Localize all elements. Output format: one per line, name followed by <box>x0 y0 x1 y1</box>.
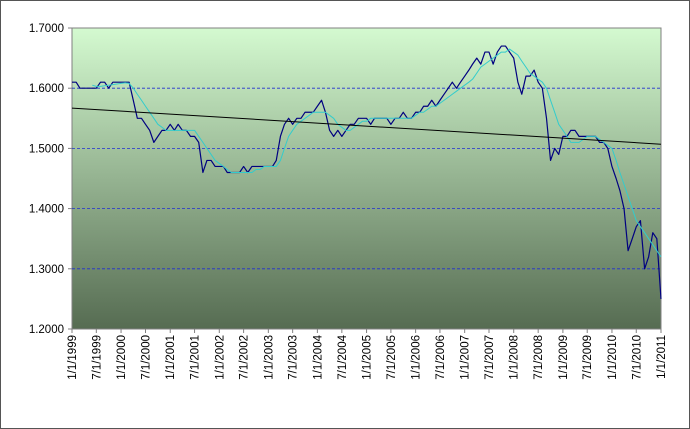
y-tick-label: 1.4000 <box>29 204 64 216</box>
x-tick-label: 7/1/2006 <box>435 335 447 380</box>
x-tick-label: 7/1/2004 <box>337 334 349 379</box>
series-line <box>71 107 662 145</box>
x-tick-label: 1/1/2010 <box>607 335 619 380</box>
x-tick-label: 1/1/2007 <box>460 335 472 380</box>
x-tick-label: 1/1/2005 <box>362 335 374 380</box>
x-tick-label: 7/1/2002 <box>239 335 251 380</box>
y-tick-label: 1.7000 <box>29 23 64 35</box>
x-tick-label: 7/1/2005 <box>386 335 398 380</box>
x-tick-label: 1/1/2001 <box>165 335 177 380</box>
y-tick-label: 1.5000 <box>29 143 64 155</box>
series-line <box>92 48 662 258</box>
x-tick-label: 1/1/1999 <box>67 335 79 380</box>
x-tick-label: 7/1/2001 <box>190 335 202 380</box>
x-tick-label: 7/1/2010 <box>631 335 643 380</box>
x-tick-label: 1/1/2011 <box>656 335 668 379</box>
x-tick-label: 7/1/2009 <box>582 335 594 380</box>
x-tick-label: 7/1/2003 <box>288 335 300 380</box>
x-tick-label: 1/1/2003 <box>263 335 275 380</box>
x-tick-label: 1/1/2004 <box>312 334 324 379</box>
x-tick-label: 7/1/2000 <box>141 335 153 380</box>
plot-area <box>71 27 662 330</box>
x-tick-label: 1/1/2000 <box>116 335 128 380</box>
y-tick-label: 1.6000 <box>29 83 64 95</box>
y-tick-label: 1.2000 <box>29 324 64 336</box>
x-tick-label: 1/1/2009 <box>558 335 570 380</box>
x-tick-label: 7/1/2008 <box>533 335 545 380</box>
x-tick-label: 1/1/2008 <box>509 335 521 380</box>
x-tick-label: 7/1/1999 <box>91 335 103 380</box>
x-tick-label: 7/1/2007 <box>484 335 496 380</box>
x-tick-label: 1/1/2006 <box>411 335 423 380</box>
series-line <box>72 45 662 299</box>
x-tick-label: 1/1/2002 <box>214 335 226 380</box>
y-tick-label: 1.3000 <box>29 264 64 276</box>
